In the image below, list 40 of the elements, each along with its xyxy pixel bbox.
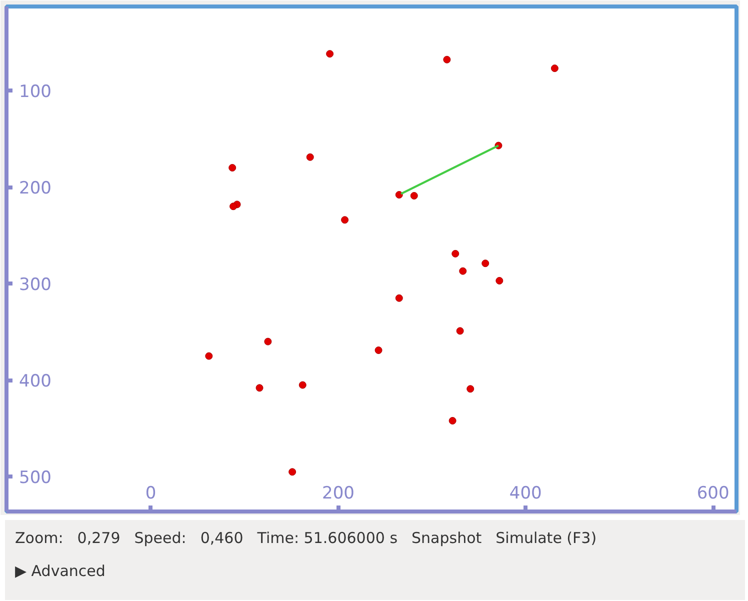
y-tick-label: 200 (19, 178, 52, 199)
point (256, 384, 264, 392)
y-tick-label: 400 (19, 372, 52, 392)
point (228, 164, 236, 172)
point (306, 153, 314, 161)
point (459, 267, 467, 275)
x-tick-label: 400 (509, 484, 542, 504)
point (443, 56, 451, 64)
point (496, 276, 504, 284)
point (230, 202, 238, 210)
point (466, 385, 474, 393)
point (298, 381, 306, 389)
point (341, 216, 349, 224)
text: Snapshot (412, 529, 482, 547)
point (326, 50, 334, 58)
y-tick-label: 100 (19, 82, 52, 102)
point (550, 64, 558, 72)
text: Zoom: (15, 529, 64, 547)
y-tick-label: 300 (19, 275, 52, 296)
point (395, 294, 403, 302)
x-tick-label: 200 (322, 484, 354, 504)
point (482, 260, 490, 268)
x-tick-label: 600 (696, 484, 730, 504)
text: Simulate (F3) (496, 529, 597, 547)
point (288, 468, 296, 476)
point (264, 338, 272, 346)
x-tick-label: 0 (145, 484, 156, 504)
point (456, 327, 464, 335)
y-tick-label: 500 (19, 468, 52, 488)
text: 0,279 (77, 529, 120, 547)
point (448, 416, 456, 424)
point (395, 191, 403, 199)
point (374, 346, 382, 354)
point (205, 352, 213, 360)
point (410, 192, 418, 200)
text: ▶ Advanced (14, 561, 106, 582)
point (452, 250, 460, 258)
text: Speed: (134, 529, 186, 547)
text: Time: 51.606000 s (257, 529, 398, 547)
text: 0,460 (200, 529, 244, 547)
